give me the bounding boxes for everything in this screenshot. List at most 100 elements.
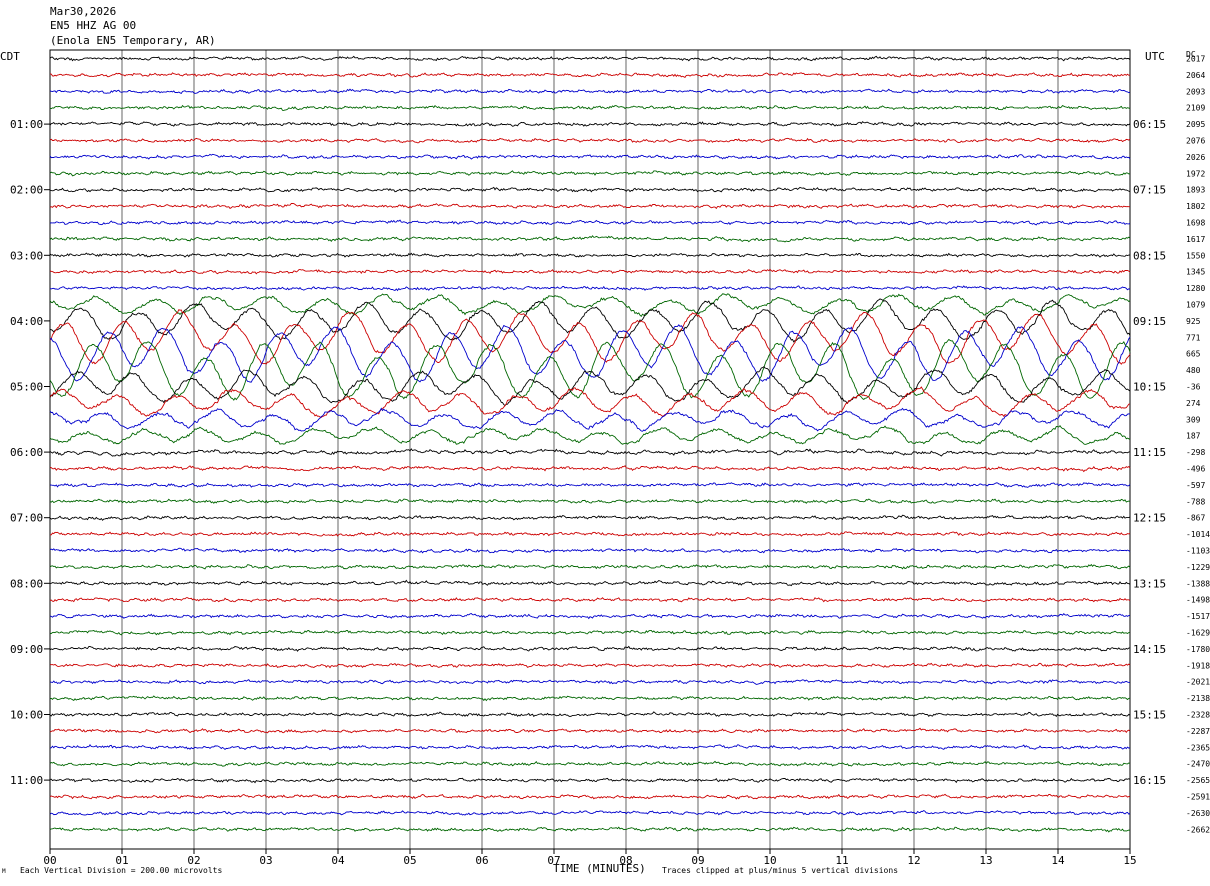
seismic-trace	[49, 268, 1131, 275]
dc-offset-label: 2095	[1186, 120, 1205, 129]
seismic-trace	[49, 645, 1131, 652]
seismic-trace	[49, 153, 1131, 160]
x-tick-label: 11	[835, 854, 848, 867]
dc-offset-label: -2138	[1186, 694, 1210, 703]
dc-offset-label: 2076	[1186, 137, 1205, 146]
seismic-trace	[49, 137, 1131, 144]
seismic-trace	[49, 72, 1131, 78]
header-channel: EN5 HHZ AG 00	[50, 19, 137, 32]
dc-offset-label: -298	[1186, 448, 1205, 457]
seismic-trace	[49, 760, 1131, 767]
dc-offset-label: 1698	[1186, 219, 1205, 228]
seismic-trace	[49, 219, 1131, 226]
left-hour-label: 05:00	[10, 381, 43, 394]
seismic-trace	[49, 547, 1131, 554]
dc-offset-label: -867	[1186, 514, 1205, 523]
left-hour-label: 04:00	[10, 315, 43, 328]
dc-offset-label: -2287	[1186, 727, 1210, 736]
right-hour-label: 13:15	[1133, 577, 1166, 590]
dc-offset-label: -2021	[1186, 678, 1210, 687]
dc-offset-label: -597	[1186, 481, 1205, 490]
seismic-trace	[49, 826, 1131, 833]
left-timezone: CDT	[0, 50, 20, 63]
left-hour-label: 06:00	[10, 446, 43, 459]
dc-offset-label: 309	[1186, 415, 1201, 424]
seismic-trace	[49, 579, 1131, 587]
dc-offset-label: 2017	[1186, 55, 1205, 64]
seismic-trace	[49, 727, 1131, 734]
dc-offset-label: 1550	[1186, 251, 1205, 260]
dc-offset-label: -1780	[1186, 645, 1210, 654]
x-tick-label: 12	[907, 854, 920, 867]
x-tick-label: 13	[979, 854, 992, 867]
x-tick-label: 02	[187, 854, 200, 867]
dc-offset-label: 2109	[1186, 104, 1205, 113]
dc-offset-label: -1388	[1186, 579, 1210, 588]
dc-offset-label: -1517	[1186, 612, 1210, 621]
right-hour-label: 12:15	[1133, 512, 1166, 525]
seismic-trace	[49, 235, 1131, 243]
seismic-trace	[49, 170, 1131, 177]
dc-offset-label: -1229	[1186, 563, 1210, 572]
seismic-trace	[49, 711, 1131, 718]
left-hour-label: 01:00	[10, 118, 43, 131]
left-hour-label: 08:00	[10, 577, 43, 590]
dc-offset-label: 1972	[1186, 169, 1205, 178]
dc-offset-label: -788	[1186, 497, 1205, 506]
x-tick-label: 10	[763, 854, 776, 867]
left-hour-label: 10:00	[10, 709, 43, 722]
seismic-trace	[49, 203, 1131, 210]
seismic-trace	[49, 498, 1131, 504]
x-axis-label: TIME (MINUTES)	[553, 862, 646, 875]
right-hour-label: 11:15	[1133, 446, 1166, 459]
seismic-trace	[49, 55, 1131, 62]
dc-offset-label: 2093	[1186, 87, 1205, 96]
dc-offset-label: 480	[1186, 366, 1201, 375]
dc-offset-label: -2365	[1186, 743, 1210, 752]
seismic-trace	[49, 597, 1131, 603]
dc-offset-label: -1103	[1186, 547, 1210, 556]
dc-offset-label: 274	[1186, 399, 1201, 408]
dc-offset-label: -1918	[1186, 661, 1210, 670]
x-tick-label: 03	[259, 854, 272, 867]
dc-offset-label: -1629	[1186, 629, 1210, 638]
seismic-trace	[49, 662, 1131, 669]
dc-offset-label: 665	[1186, 350, 1201, 359]
seismic-trace	[49, 612, 1131, 620]
dc-offset-label: -2565	[1186, 776, 1210, 785]
right-timezone: UTC	[1145, 50, 1165, 63]
dc-offset-label: -2630	[1186, 809, 1210, 818]
x-tick-label: 05	[403, 854, 416, 867]
seismic-trace	[49, 293, 1131, 317]
seismic-trace	[49, 563, 1131, 570]
seismic-trace	[49, 482, 1131, 488]
right-hour-label: 16:15	[1133, 774, 1166, 787]
x-tick-label: 09	[691, 854, 704, 867]
x-tick-label: 07	[547, 854, 560, 867]
seismic-trace	[49, 465, 1131, 473]
left-hour-label: 09:00	[10, 643, 43, 656]
dc-offset-label: 1280	[1186, 284, 1205, 293]
right-hour-label: 07:15	[1133, 184, 1166, 197]
seismic-trace	[49, 531, 1131, 537]
dc-offset-label: 1079	[1186, 301, 1205, 310]
left-hour-label: 11:00	[10, 774, 43, 787]
x-tick-label: 04	[331, 854, 345, 867]
x-tick-label: 15	[1123, 854, 1136, 867]
header-date: Mar30,2026	[50, 5, 117, 18]
header-station: (Enola EN5 Temporary, AR)	[50, 34, 216, 47]
corner-mark: M	[2, 868, 6, 875]
right-hour-label: 09:15	[1133, 315, 1166, 328]
right-hour-label: 15:15	[1133, 709, 1166, 722]
dc-offset-label: -36	[1186, 383, 1201, 392]
seismic-trace	[49, 809, 1131, 816]
seismic-trace	[49, 793, 1131, 800]
dc-offset-label: -1498	[1186, 596, 1210, 605]
dc-offset-label: -1014	[1186, 530, 1210, 539]
left-hour-label: 03:00	[10, 249, 43, 262]
seismic-trace	[49, 338, 1131, 401]
seismic-trace	[49, 695, 1131, 702]
seismic-trace	[49, 121, 1131, 127]
seismic-trace	[49, 186, 1131, 193]
